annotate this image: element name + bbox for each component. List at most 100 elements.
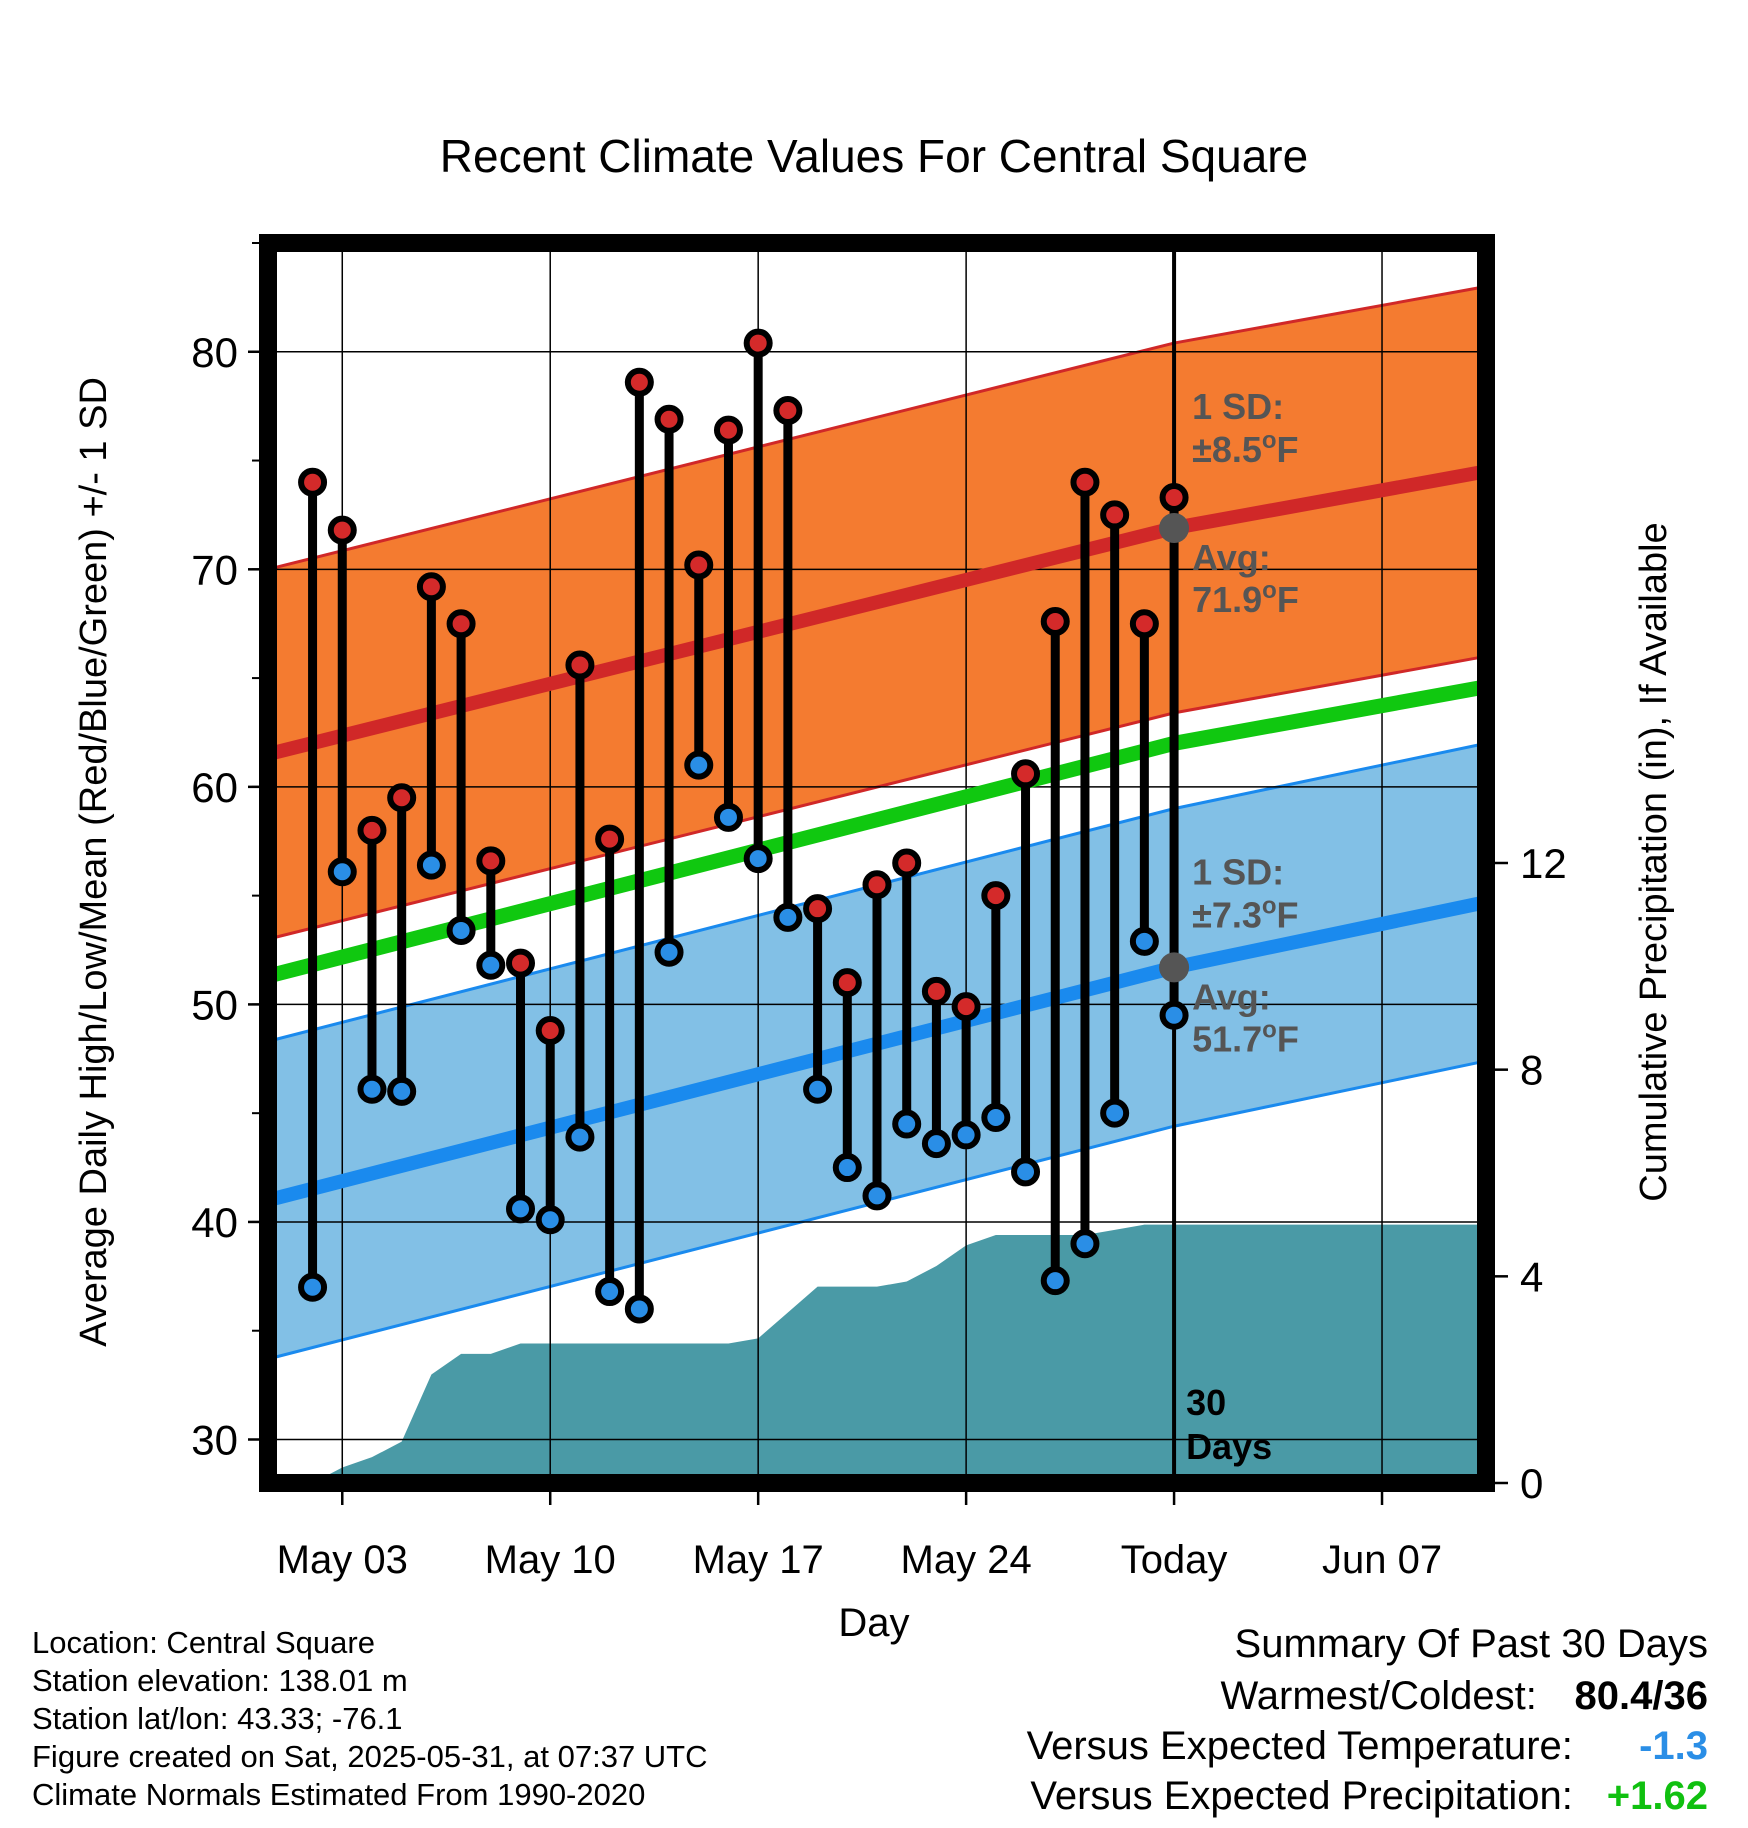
x-axis-label: Day — [838, 1601, 909, 1645]
high-marker — [1011, 759, 1041, 789]
low-marker — [387, 1076, 417, 1106]
low-marker — [951, 1120, 981, 1150]
latlon-text: Station lat/lon: 43.33; -76.1 — [32, 1701, 403, 1736]
precip-label: Versus Expected Precipitation: — [1030, 1774, 1573, 1818]
precip-area — [312, 1224, 1486, 1483]
high-marker — [1159, 483, 1189, 513]
low-marker — [921, 1129, 951, 1159]
low-avg-label: Avg: — [1192, 976, 1271, 1017]
high-marker — [357, 815, 387, 845]
low-marker — [506, 1194, 536, 1224]
low-marker — [832, 1153, 862, 1183]
low-marker — [773, 902, 803, 932]
y2-tick-label: 4 — [1520, 1253, 1543, 1300]
high-marker — [773, 396, 803, 426]
low-marker — [624, 1294, 654, 1324]
high-avg-dot — [1159, 512, 1190, 543]
low-marker — [327, 857, 357, 887]
low-avg-dot — [1159, 952, 1190, 983]
low-marker — [1100, 1098, 1130, 1128]
low-marker — [357, 1074, 387, 1104]
precip-value: +1.62 — [1606, 1774, 1708, 1818]
low-marker — [1129, 926, 1159, 956]
summary-title: Summary Of Past 30 Days — [1234, 1622, 1708, 1666]
warmest-value: 80.4/36 — [1574, 1674, 1708, 1718]
low-sd-label: 1 SD: — [1192, 852, 1284, 893]
low-marker — [476, 950, 506, 980]
high-marker — [624, 367, 654, 397]
y-tick-label: 40 — [191, 1199, 238, 1246]
high-marker — [743, 328, 773, 358]
high-marker — [506, 948, 536, 978]
x-tick-label: May 10 — [485, 1538, 616, 1582]
low-marker — [535, 1205, 565, 1235]
low-marker — [862, 1181, 892, 1211]
x-tick-label: May 24 — [901, 1538, 1032, 1582]
high-marker — [951, 992, 981, 1022]
low-sd-value: ±7.3oF — [1192, 893, 1298, 936]
summary-warmest-row: Warmest/Coldest: 80.4/36 — [1221, 1674, 1709, 1719]
low-marker — [803, 1074, 833, 1104]
summary-precip-row: Versus Expected Precipitation: +1.62 — [1030, 1774, 1708, 1819]
low-marker — [565, 1122, 595, 1152]
location-text: Location: Central Square — [32, 1625, 375, 1660]
high-marker — [535, 1016, 565, 1046]
high-marker — [446, 609, 476, 639]
window-unit: Days — [1186, 1426, 1272, 1467]
high-marker — [1070, 467, 1100, 497]
high-marker — [803, 894, 833, 924]
x-tick-label: May 17 — [693, 1538, 824, 1582]
high-sd-band — [268, 286, 1486, 940]
low-marker — [713, 802, 743, 832]
y-tick-label: 30 — [191, 1416, 238, 1463]
y2-tick-label: 12 — [1520, 840, 1567, 887]
high-marker — [713, 415, 743, 445]
y-tick-label: 70 — [191, 546, 238, 593]
y-tick-label: 50 — [191, 981, 238, 1028]
low-marker — [981, 1103, 1011, 1133]
low-marker — [684, 750, 714, 780]
high-marker — [892, 848, 922, 878]
low-marker — [416, 850, 446, 880]
low-marker — [743, 844, 773, 874]
window-count: 30 — [1186, 1382, 1226, 1423]
temp-value: -1.3 — [1639, 1724, 1708, 1768]
low-marker — [298, 1272, 328, 1302]
high-marker — [832, 968, 862, 998]
low-marker — [1040, 1266, 1070, 1296]
high-marker — [1040, 607, 1070, 637]
low-marker — [892, 1109, 922, 1139]
low-marker — [1011, 1157, 1041, 1187]
summary-temp-row: Versus Expected Temperature: -1.3 — [1027, 1724, 1708, 1769]
high-marker — [654, 404, 684, 434]
y2-tick-label: 8 — [1520, 1047, 1543, 1094]
y-tick-label: 60 — [191, 764, 238, 811]
created-text: Figure created on Sat, 2025-05-31, at 07… — [32, 1739, 708, 1774]
high-marker — [565, 650, 595, 680]
station-info: Location: Central Square Station elevati… — [32, 1624, 708, 1814]
low-avg-value: 51.7oF — [1192, 1016, 1299, 1059]
y2-tick-label: 0 — [1520, 1460, 1543, 1507]
y-axis-label: Average Daily High/Low/Mean (Red/Blue/Gr… — [73, 377, 115, 1347]
high-sd-label: 1 SD: — [1192, 386, 1284, 427]
high-marker — [387, 783, 417, 813]
chart-title: Recent Climate Values For Central Square — [440, 130, 1308, 182]
high-marker — [684, 550, 714, 580]
low-marker — [595, 1277, 625, 1307]
x-tick-label: Jun 07 — [1322, 1538, 1442, 1582]
high-marker — [1129, 609, 1159, 639]
x-tick-label: May 03 — [277, 1538, 408, 1582]
low-marker — [1070, 1229, 1100, 1259]
high-marker — [595, 824, 625, 854]
high-marker — [1100, 500, 1130, 530]
warmest-label: Warmest/Coldest: — [1220, 1674, 1537, 1718]
low-marker — [446, 915, 476, 945]
high-avg-value: 71.9oF — [1192, 577, 1299, 620]
y-tick-label: 80 — [191, 329, 238, 376]
low-marker — [654, 937, 684, 967]
high-marker — [416, 572, 446, 602]
high-marker — [862, 870, 892, 900]
high-marker — [981, 881, 1011, 911]
